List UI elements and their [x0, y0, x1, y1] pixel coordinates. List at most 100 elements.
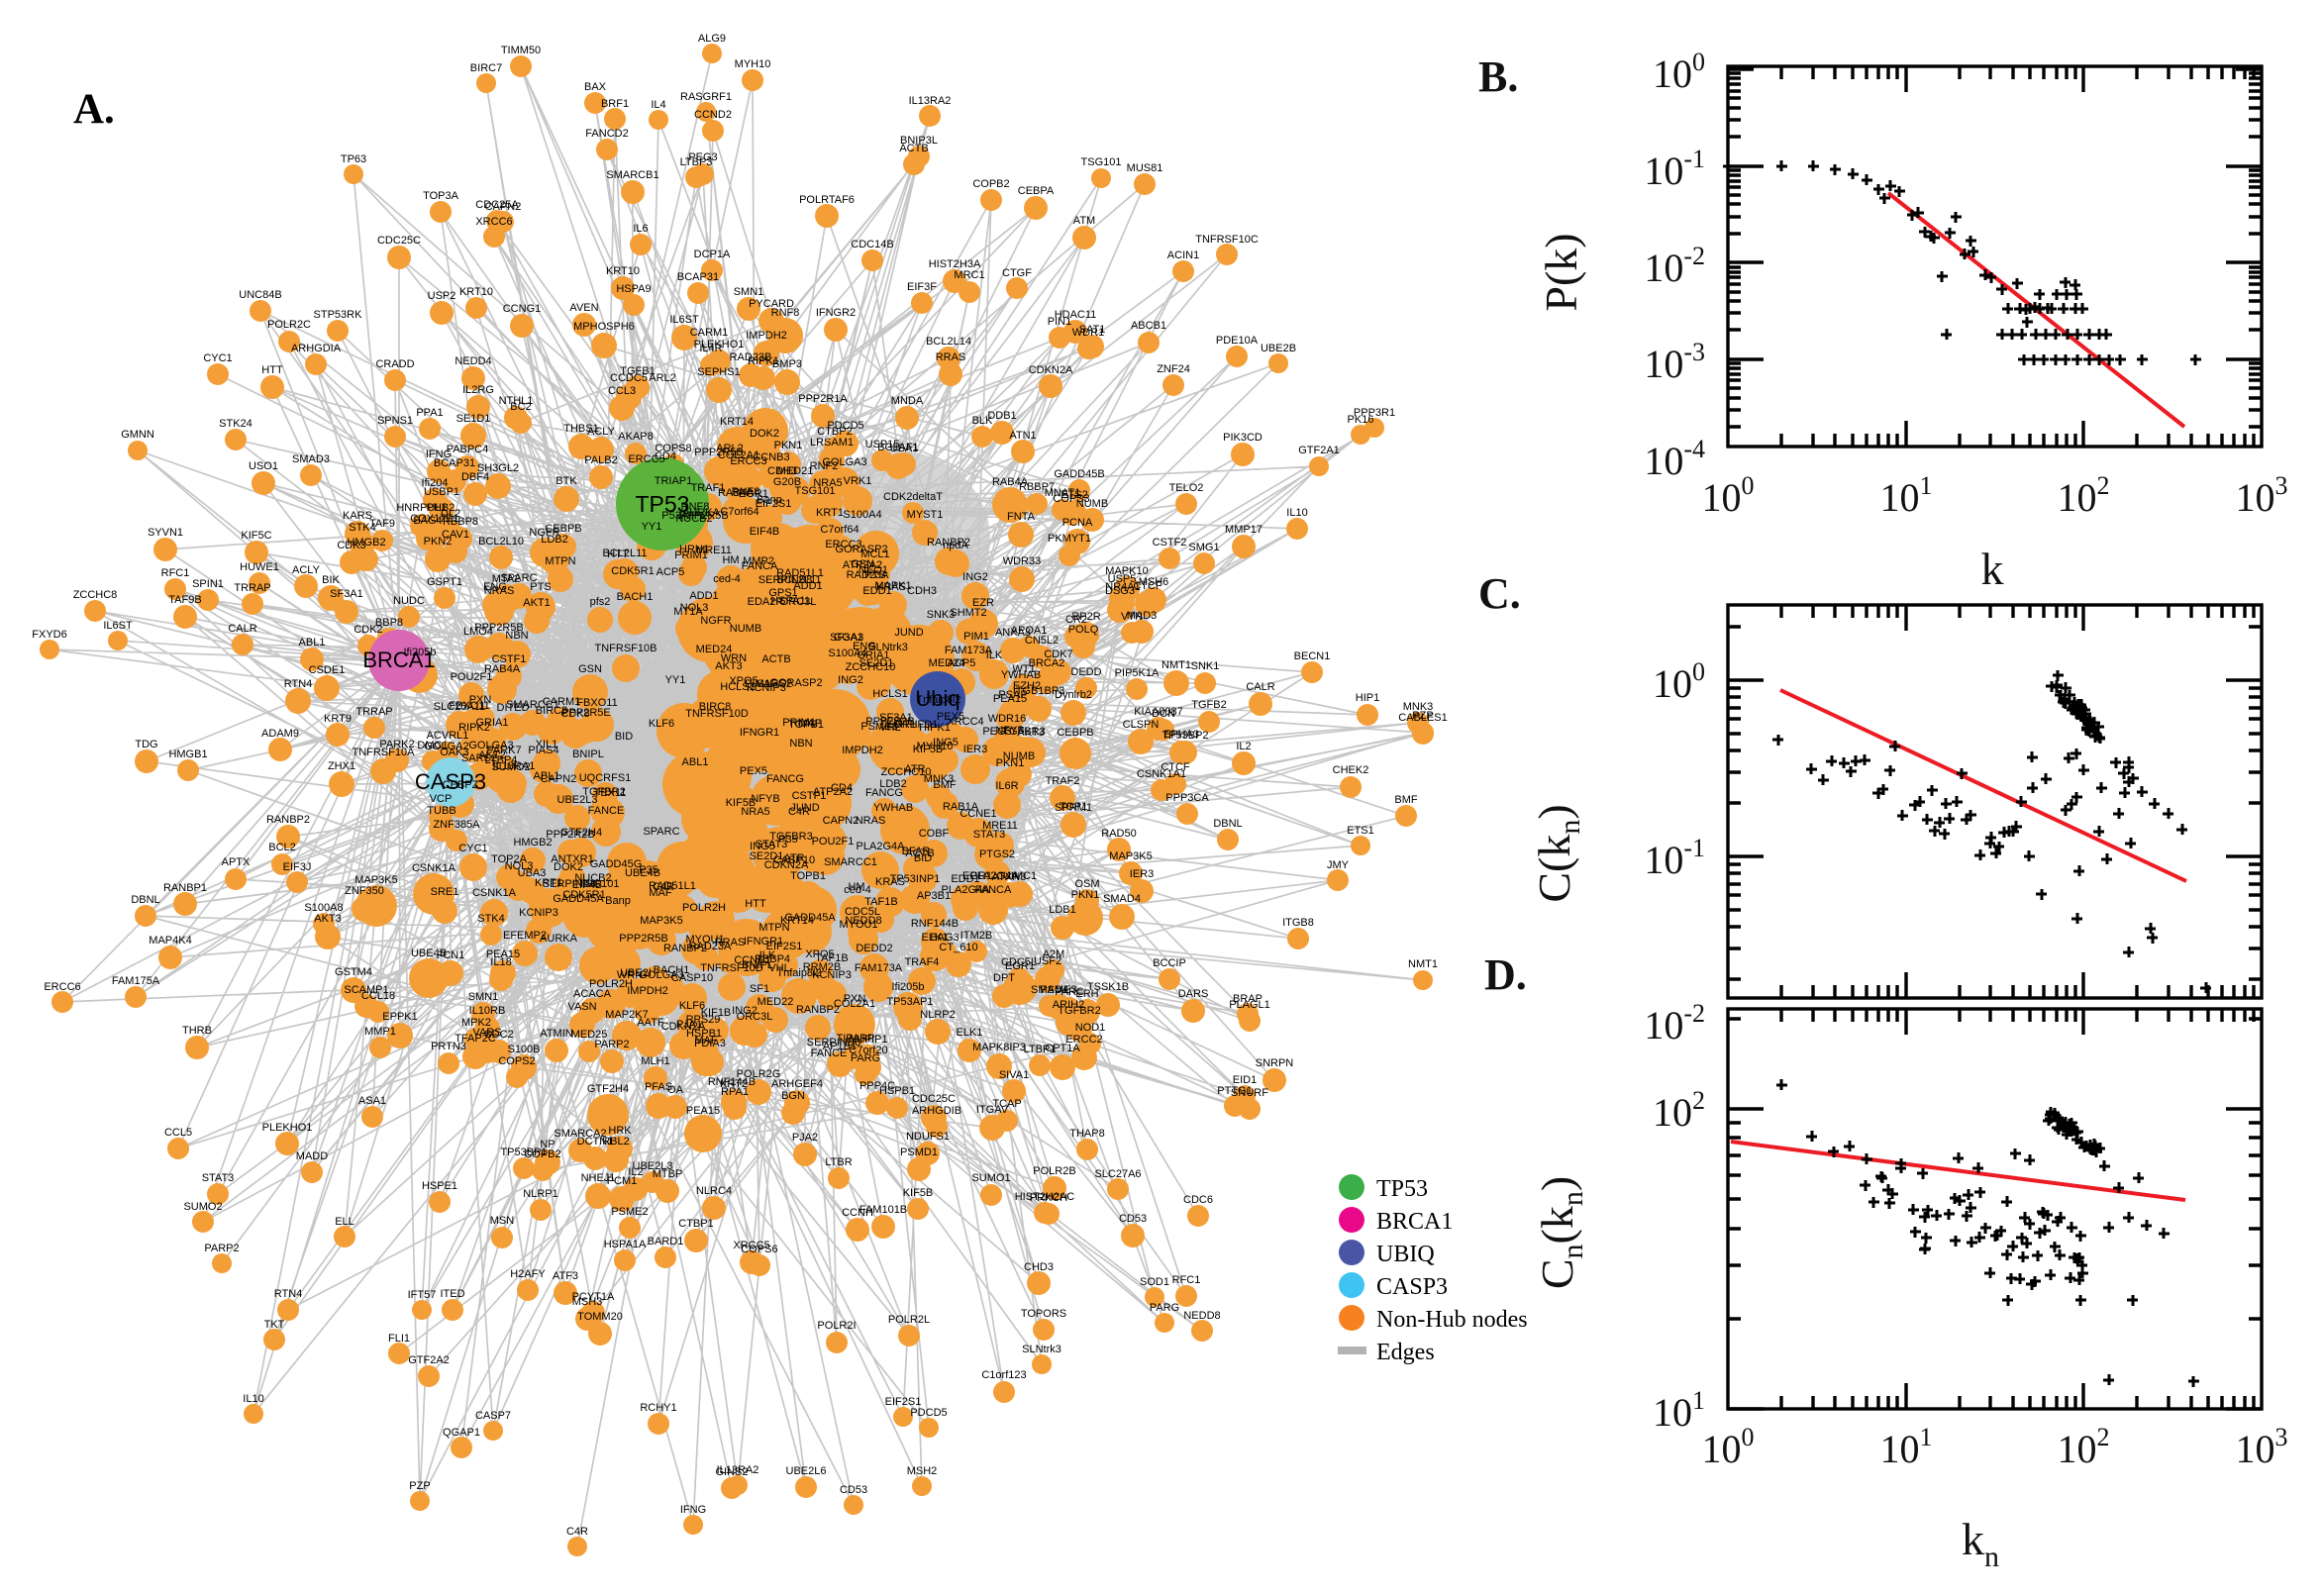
svg-text:FAM101B: FAM101B — [859, 1204, 907, 1216]
svg-text:PXN: PXN — [469, 694, 492, 706]
svg-text:CCNG1: CCNG1 — [503, 303, 542, 315]
svg-text:CASP7: CASP7 — [475, 1410, 511, 1422]
svg-text:RAB1A: RAB1A — [943, 801, 979, 813]
svg-text:PKN1: PKN1 — [996, 757, 1025, 769]
svg-text:RRAS: RRAS — [936, 351, 966, 363]
svg-text:QGAP1: QGAP1 — [443, 1427, 480, 1439]
svg-text:S100A8: S100A8 — [304, 902, 343, 914]
svg-text:AURKA: AURKA — [682, 507, 721, 519]
svg-text:PLAGL1: PLAGL1 — [1229, 999, 1270, 1011]
svg-text:ERCC3: ERCC3 — [825, 539, 861, 550]
svg-text:SUMO2: SUMO2 — [183, 1201, 222, 1213]
svg-text:POU2F1: POU2F1 — [451, 671, 493, 683]
svg-text:S100A4: S100A4 — [843, 509, 881, 521]
svg-text:CDC25C: CDC25C — [912, 1093, 956, 1105]
svg-text:PARK2: PARK2 — [379, 739, 414, 750]
svg-text:HSPA1L: HSPA1L — [770, 595, 811, 607]
svg-text:PZP: PZP — [1412, 710, 1433, 722]
svg-text:TRAF4: TRAF4 — [905, 956, 940, 968]
svg-text:FAM173A: FAM173A — [855, 962, 903, 974]
svg-text:BID: BID — [914, 852, 932, 864]
svg-text:TRIAP1: TRIAP1 — [655, 475, 693, 487]
svg-text:KCNIP3: KCNIP3 — [519, 907, 558, 919]
svg-text:UBIQ: UBIQ — [1376, 1242, 1435, 1267]
svg-text:WT1: WT1 — [1012, 663, 1035, 675]
svg-text:SCAMP1: SCAMP1 — [344, 984, 388, 996]
svg-text:TSG101: TSG101 — [579, 878, 620, 890]
svg-text:COBF: COBF — [919, 828, 950, 840]
svg-text:SMARCC1: SMARCC1 — [824, 856, 877, 868]
svg-text:ERCC3: ERCC3 — [730, 455, 766, 467]
svg-text:MTPN: MTPN — [758, 922, 789, 934]
svg-text:CCNE1: CCNE1 — [960, 808, 996, 820]
svg-text:CTCF: CTCF — [1161, 761, 1190, 773]
svg-text:GADD45A: GADD45A — [553, 893, 604, 905]
svg-text:ORC3L: ORC3L — [780, 596, 817, 608]
svg-text:10-1: 10-1 — [1644, 834, 1705, 882]
svg-text:TDG: TDG — [135, 739, 157, 750]
svg-text:FAM175A: FAM175A — [112, 975, 160, 987]
svg-text:STK4: STK4 — [349, 522, 376, 534]
svg-text:PARP2: PARP2 — [204, 1243, 239, 1254]
svg-text:STAT3: STAT3 — [202, 1172, 235, 1184]
svg-text:UQCRFS1: UQCRFS1 — [579, 772, 632, 784]
svg-text:PRKCH: PRKCH — [1030, 1192, 1068, 1204]
svg-text:MSN: MSN — [490, 1215, 515, 1227]
svg-text:ILK: ILK — [986, 649, 1003, 661]
svg-text:LTBP4: LTBP4 — [485, 754, 518, 766]
svg-text:THBS1: THBS1 — [563, 423, 598, 435]
svg-text:IL10: IL10 — [1286, 507, 1307, 519]
svg-text:MSH3: MSH3 — [572, 1296, 603, 1308]
svg-text:PPP3R1: PPP3R1 — [1354, 407, 1395, 419]
svg-text:100: 100 — [1702, 471, 1755, 520]
svg-text:HTT: HTT — [745, 898, 766, 910]
svg-text:NLRP2: NLRP2 — [920, 1009, 955, 1021]
svg-text:AP3B1: AP3B1 — [917, 890, 951, 902]
svg-text:PDE10A: PDE10A — [1216, 335, 1259, 347]
svg-text:TAF9: TAF9 — [369, 518, 395, 530]
svg-text:FANCD2: FANCD2 — [585, 128, 628, 140]
svg-text:SF1: SF1 — [750, 983, 769, 995]
svg-text:TOP2A: TOP2A — [491, 853, 528, 865]
svg-text:RRM2B: RRM2B — [803, 961, 842, 973]
svg-text:CTGF: CTGF — [1002, 267, 1032, 279]
svg-text:MTPN: MTPN — [545, 555, 575, 567]
svg-text:ING5: ING5 — [933, 737, 959, 748]
svg-text:pfs2: pfs2 — [590, 596, 611, 608]
svg-text:TCAP: TCAP — [992, 1098, 1021, 1110]
svg-text:TAF1B: TAF1B — [815, 952, 848, 964]
svg-text:EIF4B: EIF4B — [750, 526, 780, 538]
svg-text:RIPK1: RIPK1 — [748, 355, 779, 367]
svg-text:Ifi205b: Ifi205b — [891, 981, 924, 993]
svg-text:SLNtrk3: SLNtrk3 — [868, 642, 908, 653]
svg-text:KRT10: KRT10 — [606, 265, 640, 277]
svg-text:PKN1: PKN1 — [1071, 889, 1100, 901]
svg-text:IFNGR1: IFNGR1 — [740, 727, 779, 739]
svg-text:SLNtrk3: SLNtrk3 — [1022, 1344, 1061, 1355]
svg-text:ANXA3: ANXA3 — [995, 627, 1031, 639]
svg-text:BTK: BTK — [556, 475, 577, 487]
svg-text:EID1: EID1 — [1233, 1074, 1257, 1086]
svg-text:CR2: CR2 — [1065, 614, 1087, 626]
svg-text:GOLGA3: GOLGA3 — [468, 740, 513, 751]
svg-text:FAM173A: FAM173A — [945, 645, 993, 656]
svg-text:CAPN2: CAPN2 — [485, 201, 522, 213]
svg-text:DCN: DCN — [1152, 708, 1175, 720]
svg-text:CTBP1: CTBP1 — [678, 1218, 713, 1230]
svg-text:ITGAV: ITGAV — [976, 1104, 1009, 1116]
svg-text:TNFRSF10D: TNFRSF10D — [685, 708, 749, 720]
svg-text:TOP1: TOP1 — [1060, 801, 1088, 813]
svg-text:HSPA1A: HSPA1A — [604, 1239, 647, 1250]
svg-text:BMF: BMF — [933, 779, 957, 791]
svg-text:NUMB: NUMB — [730, 623, 761, 635]
svg-text:MPK2: MPK2 — [461, 1017, 491, 1029]
svg-text:XRCC5: XRCC5 — [733, 1240, 769, 1251]
svg-text:AKT3: AKT3 — [314, 913, 342, 925]
svg-text:RBL2: RBL2 — [602, 1136, 630, 1147]
svg-text:WDR1: WDR1 — [1072, 327, 1104, 339]
svg-text:GOLGA3: GOLGA3 — [822, 456, 866, 468]
svg-text:PKMYT1: PKMYT1 — [1048, 533, 1091, 545]
svg-text:PARG: PARG — [851, 1052, 880, 1064]
svg-text:ZCCHC10: ZCCHC10 — [881, 766, 932, 778]
svg-text:ATN1: ATN1 — [1009, 430, 1036, 442]
